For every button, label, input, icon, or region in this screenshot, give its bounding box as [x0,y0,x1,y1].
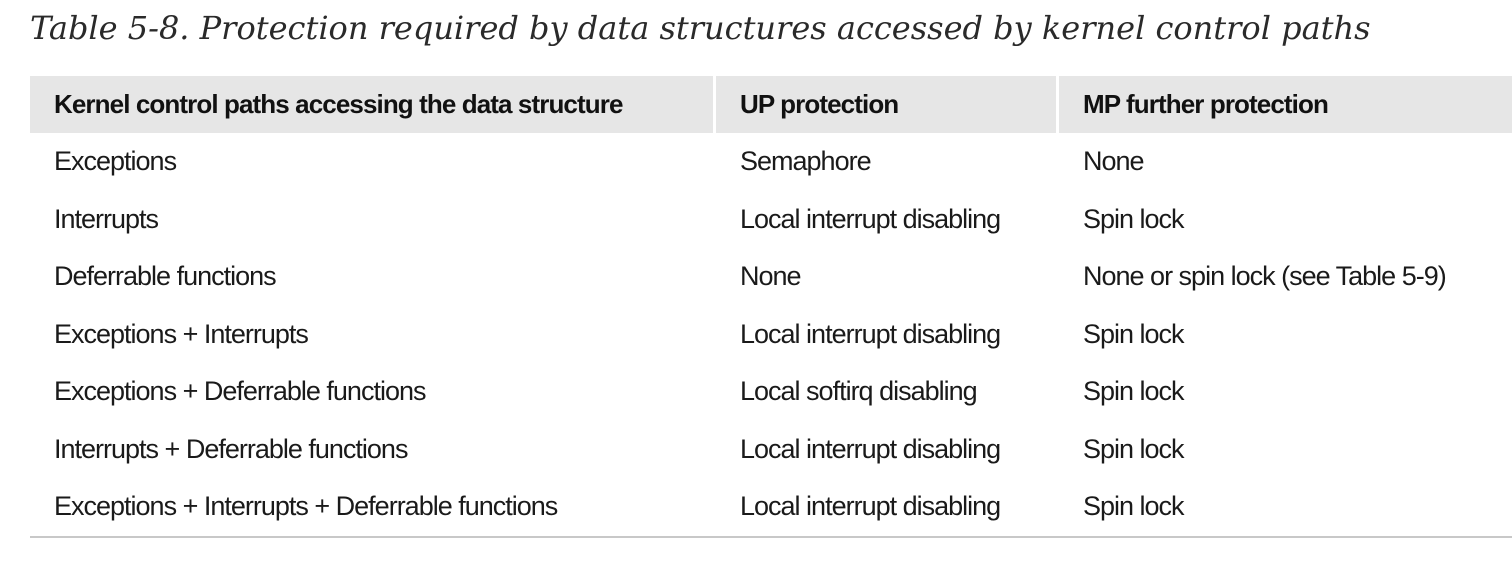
table-row: Interrupts + Deferrable functions Local … [30,421,1512,479]
kernel-control-paths-cell: Exceptions + Interrupts [54,318,309,349]
table-row: Exceptions + Interrupts Local interrupt … [30,306,1512,364]
up-protection-cell: None [740,261,802,292]
up-protection-cell: Semaphore [740,146,872,177]
header-up-protection: UP protection [716,76,1059,133]
header-kernel-control-paths: Kernel control paths accessing the data … [30,76,716,133]
mp-further-protection-cell: Spin lock [1083,491,1185,522]
header-mp-further-protection: MP further protection [1059,76,1512,133]
mp-further-protection-cell: None [1083,146,1145,177]
up-protection-cell: Local interrupt disabling [740,318,1001,349]
table-row: Interrupts Local interrupt disabling Spi… [30,191,1512,249]
table-row: Exceptions Semaphore None [30,133,1512,191]
protection-table: Kernel control paths accessing the data … [30,76,1512,538]
table-row: Exceptions + Deferrable functions Local … [30,363,1512,421]
mp-further-protection-cell: Spin lock [1083,376,1185,407]
up-protection-cell: Local interrupt disabling [740,491,1001,522]
kernel-control-paths-cell: Exceptions + Interrupts + Deferrable fun… [54,491,558,522]
table-body: Exceptions Semaphore None Interrupts Loc… [30,133,1512,536]
kernel-control-paths-cell: Interrupts [54,203,159,234]
mp-further-protection-cell: Spin lock [1083,318,1185,349]
up-protection-cell: Local interrupt disabling [740,203,1001,234]
mp-further-protection-cell: None or spin lock (see Table 5-9) [1083,261,1447,292]
mp-further-protection-cell: Spin lock [1083,203,1185,234]
kernel-control-paths-cell: Exceptions [54,146,177,177]
table-row: Deferrable functions None None or spin l… [30,248,1512,306]
kernel-control-paths-cell: Interrupts + Deferrable functions [54,433,408,464]
table-header: Kernel control paths accessing the data … [30,76,1512,133]
kernel-control-paths-cell: Exceptions + Deferrable functions [54,376,426,407]
table-caption: Table 5-8. Protection required by data s… [30,9,1371,47]
mp-further-protection-cell: Spin lock [1083,433,1185,464]
up-protection-cell: Local interrupt disabling [740,433,1001,464]
up-protection-cell: Local softirq disabling [740,376,978,407]
kernel-control-paths-cell: Deferrable functions [54,261,277,292]
table-row: Exceptions + Interrupts + Deferrable fun… [30,478,1512,536]
header-row: Kernel control paths accessing the data … [30,76,1512,133]
